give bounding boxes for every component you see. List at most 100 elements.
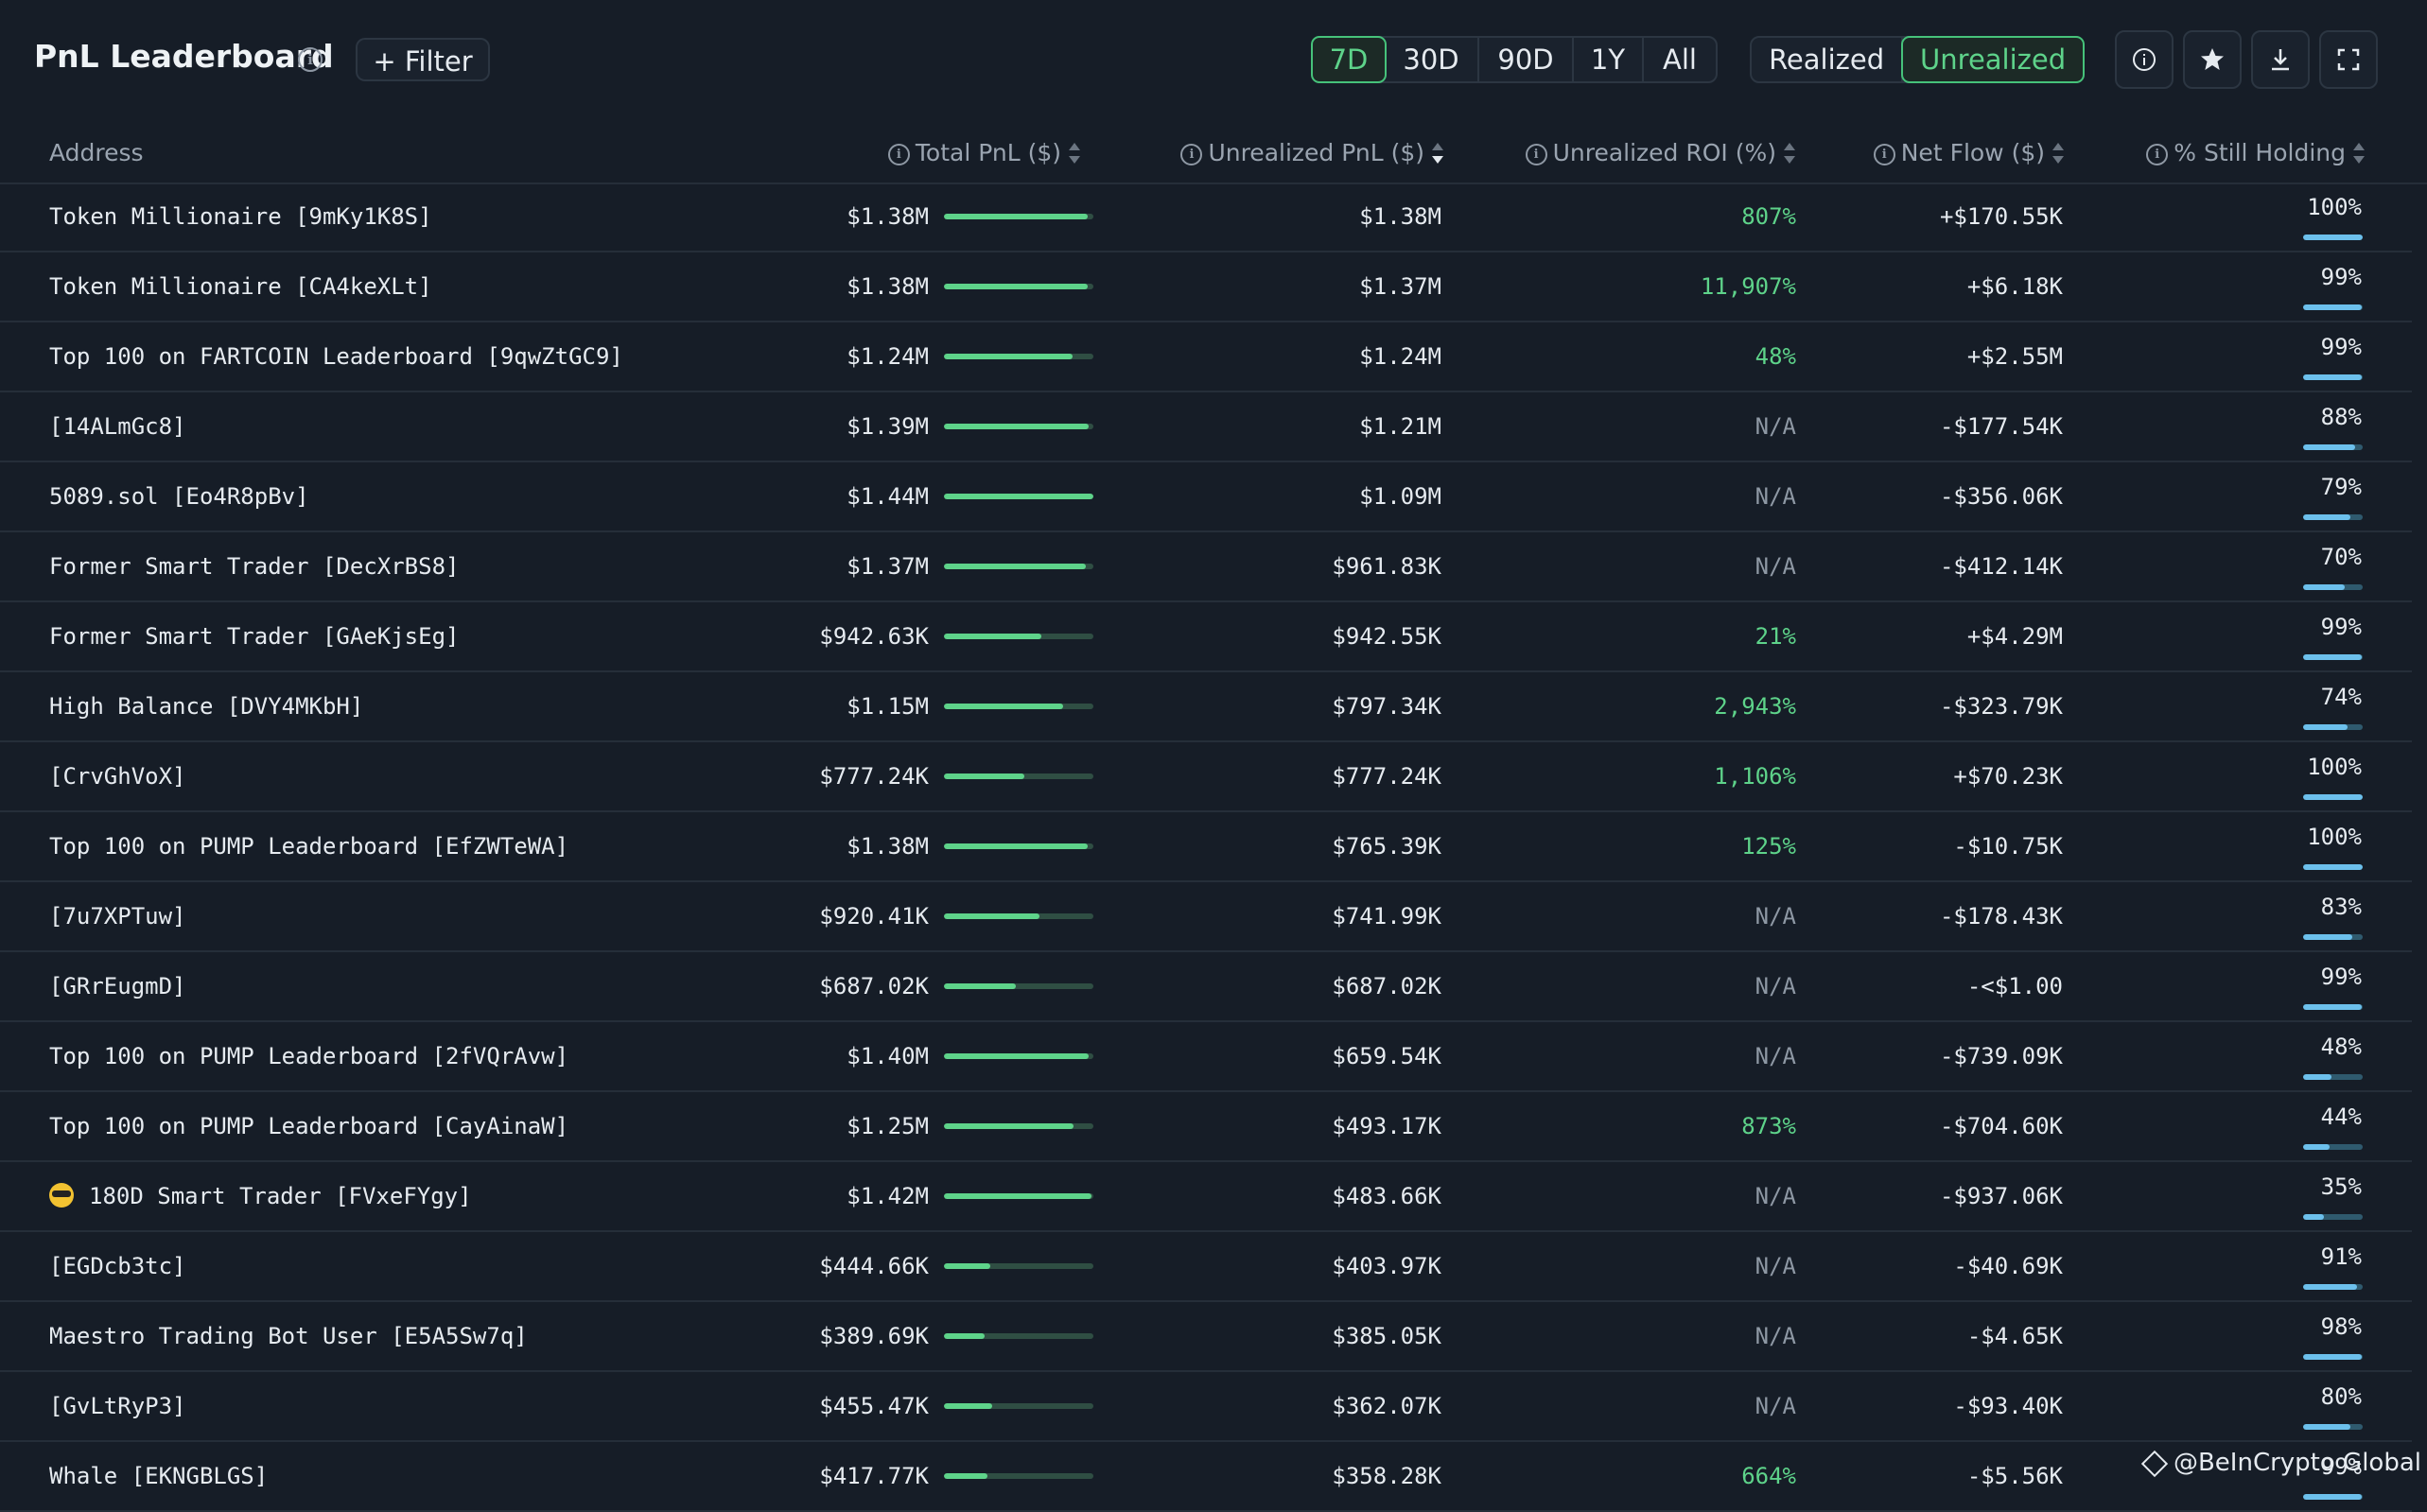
still-holding-bar-fill — [2303, 374, 2363, 380]
download-button[interactable] — [2251, 30, 2310, 89]
address-cell[interactable]: [EGDcb3tc] — [49, 1253, 186, 1279]
still-holding-bar — [2303, 1424, 2363, 1430]
still-holding-bar — [2303, 1004, 2363, 1010]
address-label: Top 100 on PUMP Leaderboard [EfZWTeWA] — [49, 833, 569, 860]
address-cell[interactable]: [14ALmGc8] — [49, 413, 186, 440]
net-flow-value: -$4.65K — [1966, 1323, 2063, 1349]
still-holding-bar — [2303, 654, 2363, 660]
info-button[interactable] — [2115, 30, 2174, 89]
table-row[interactable]: Top 100 on PUMP Leaderboard [CayAinaW] $1… — [0, 1092, 2412, 1162]
total-pnl-bar-fill — [944, 284, 1088, 289]
table-row[interactable]: Former Smart Trader [DecXrBS8] $1.37M $961… — [0, 532, 2412, 602]
column-still-holding[interactable]: i% Still Holding — [2146, 139, 2365, 166]
net-flow-value: -$5.56K — [1966, 1463, 2063, 1489]
table-row[interactable]: Top 100 on FARTCOIN Leaderboard [9qwZtGC… — [0, 322, 2412, 392]
unrealized-roi-value: 664% — [1741, 1463, 1796, 1489]
tab-1y[interactable]: 1Y — [1574, 38, 1644, 81]
address-cell[interactable]: [CrvGhVoX] — [49, 763, 186, 790]
net-flow-value: -$356.06K — [1939, 483, 2063, 510]
unrealized-pnl-value: $385.05K — [1332, 1323, 1441, 1349]
column-total-pnl[interactable]: i Total PnL ($) — [887, 139, 1080, 166]
table-row[interactable]: Top 100 on PUMP Leaderboard [EfZWTeWA] $1… — [0, 812, 2412, 882]
still-holding-bar — [2303, 794, 2363, 800]
table-row[interactable]: Token Millionaire [CA4keXLt] $1.38M $1.37M… — [0, 252, 2412, 322]
still-holding-bar — [2303, 514, 2363, 520]
still-holding-bar — [2303, 304, 2363, 310]
unrealized-pnl-value: $659.54K — [1332, 1043, 1441, 1069]
address-cell[interactable]: Top 100 on PUMP Leaderboard [EfZWTeWA] — [49, 833, 568, 860]
tab-7d[interactable]: 7D — [1311, 36, 1387, 83]
column-unrealized-roi[interactable]: i Unrealized ROI (%) — [1525, 139, 1795, 166]
still-holding-value: 80% — [2320, 1383, 2362, 1410]
tab-90d[interactable]: 90D — [1479, 38, 1574, 81]
address-cell[interactable]: Top 100 on PUMP Leaderboard [2fVQrAvw] — [49, 1043, 568, 1069]
info-icon[interactable]: i — [1180, 143, 1203, 165]
table-row[interactable]: [GRrEugmD] $687.02K $687.02K N/A -<$1.00 99% — [0, 952, 2412, 1022]
still-holding-bar — [2303, 1494, 2363, 1500]
still-holding-bar-fill — [2303, 1424, 2351, 1430]
info-icon[interactable]: i — [2146, 143, 2169, 165]
total-pnl-bar — [944, 704, 1093, 709]
table-row[interactable]: [GvLtRyP3] $455.47K $362.07K N/A -$93.40K 80% — [0, 1372, 2412, 1442]
table-row[interactable]: Former Smart Trader [GAeKjsEg] $942.63K $9… — [0, 602, 2412, 672]
address-cell[interactable]: Top 100 on FARTCOIN Leaderboard [9qwZtGC… — [49, 343, 623, 370]
total-pnl-value: $1.15M — [847, 693, 929, 720]
total-pnl-bar-fill — [944, 354, 1073, 359]
address-cell[interactable]: 5089.sol [Eo4R8pBv] — [49, 483, 309, 510]
table-row[interactable]: [7u7XPTuw] $920.41K $741.99K N/A -$178.43K 83… — [0, 882, 2412, 952]
sort-icon — [1069, 142, 1080, 166]
total-pnl-value: $1.38M — [847, 203, 929, 230]
table-row[interactable]: 5089.sol [Eo4R8pBv] $1.44M $1.09M N/A -$356.… — [0, 462, 2412, 532]
table-row[interactable]: 180D Smart Trader [FVxeFYgy] $1.42M $483.6… — [0, 1162, 2412, 1232]
total-pnl-bar-fill — [944, 1333, 985, 1339]
tab-all[interactable]: All — [1663, 43, 1697, 76]
total-pnl-bar-fill — [944, 913, 1040, 919]
address-label: 5089.sol [Eo4R8pBv] — [49, 483, 309, 510]
info-icon[interactable]: i — [1525, 143, 1547, 165]
info-icon[interactable]: i — [1873, 143, 1895, 165]
tab-unrealized[interactable]: Unrealized — [1901, 36, 2085, 83]
table-row[interactable]: High Balance [DVY4MKbH] $1.15M $797.34K 2,9… — [0, 672, 2412, 742]
info-icon[interactable]: i — [887, 143, 910, 165]
address-cell[interactable]: Token Millionaire [CA4keXLt] — [49, 273, 432, 300]
sort-icon — [1784, 142, 1795, 166]
total-pnl-bar — [944, 773, 1093, 779]
unrealized-roi-value: N/A — [1755, 1183, 1796, 1209]
table-row[interactable]: Maestro Trading Bot User [E5A5Sw7q] $389.… — [0, 1302, 2412, 1372]
filter-label: Filter — [404, 45, 473, 78]
address-cell[interactable]: Maestro Trading Bot User [E5A5Sw7q] — [49, 1323, 528, 1349]
column-unrealized-pnl[interactable]: i Unrealized PnL ($) — [1180, 139, 1443, 166]
address-cell[interactable]: [GRrEugmD] — [49, 973, 186, 999]
address-cell[interactable]: Whale [EKNGBLGS] — [49, 1463, 268, 1489]
address-cell[interactable]: [GvLtRyP3] — [49, 1393, 186, 1419]
table-row[interactable]: [CrvGhVoX] $777.24K $777.24K 1,106% +$70.23K… — [0, 742, 2412, 812]
address-cell[interactable]: Former Smart Trader [DecXrBS8] — [49, 553, 459, 580]
address-cell[interactable]: Token Millionaire [9mKy1K8S] — [49, 203, 432, 230]
still-holding-value: 99% — [2320, 334, 2362, 360]
table-row[interactable]: Token Millionaire [9mKy1K8S] $1.38M $1.38M… — [0, 182, 2412, 252]
table-row[interactable]: [14ALmGc8] $1.39M $1.21M N/A -$177.54K 88% — [0, 392, 2412, 462]
total-pnl-bar-fill — [944, 1123, 1074, 1129]
address-cell[interactable]: [7u7XPTuw] — [49, 903, 186, 930]
table-row[interactable]: [EGDcb3tc] $444.66K $403.97K N/A -$40.69K 91% — [0, 1232, 2412, 1302]
still-holding-bar-fill — [2303, 584, 2346, 590]
tab-realized[interactable]: Realized — [1752, 38, 1904, 81]
info-icon[interactable]: i — [298, 47, 323, 72]
still-holding-value: 100% — [2307, 754, 2362, 780]
favorite-button[interactable] — [2183, 30, 2242, 89]
tab-30d[interactable]: 30D — [1385, 38, 1479, 81]
address-cell[interactable]: 180D Smart Trader [FVxeFYgy] — [49, 1183, 472, 1209]
net-flow-value: -$93.40K — [1953, 1393, 2063, 1419]
still-holding-value: 99% — [2320, 964, 2362, 990]
column-net-flow[interactable]: i Net Flow ($) — [1873, 139, 2064, 166]
address-cell[interactable]: Former Smart Trader [GAeKjsEg] — [49, 623, 459, 650]
unrealized-roi-value: 11,907% — [1700, 273, 1796, 300]
address-cell[interactable]: High Balance [DVY4MKbH] — [49, 693, 363, 720]
address-cell[interactable]: Top 100 on PUMP Leaderboard [CayAinaW] — [49, 1113, 568, 1139]
table-row[interactable]: Top 100 on PUMP Leaderboard [2fVQrAvw] $1… — [0, 1022, 2412, 1092]
still-holding-bar-fill — [2303, 1004, 2363, 1010]
table-row[interactable]: Whale [EKNGBLGS] $417.77K $358.28K 664% -$5.… — [0, 1442, 2412, 1512]
filter-button[interactable]: + Filter — [356, 38, 490, 81]
fullscreen-button[interactable] — [2319, 30, 2378, 89]
still-holding-bar — [2303, 444, 2363, 450]
